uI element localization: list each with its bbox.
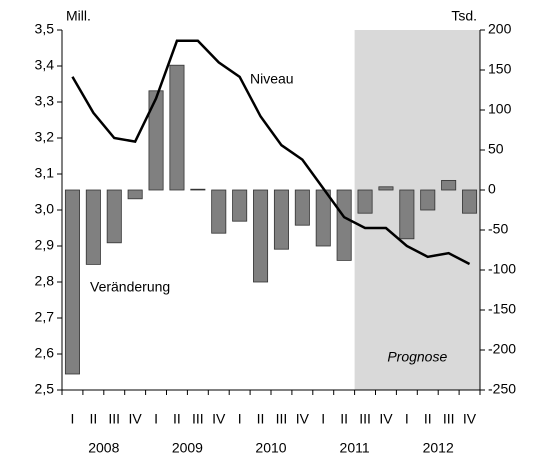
y2-tick-label: -200: [488, 341, 516, 357]
bar: [232, 189, 248, 222]
y2-axis-unit: Tsd.: [451, 8, 477, 24]
x-tick-label: III: [108, 411, 120, 427]
x-tick-label: IV: [212, 411, 226, 427]
year-label: 2008: [88, 440, 119, 456]
bar: [148, 90, 164, 191]
x-tick-label: II: [424, 411, 432, 427]
y2-tick-label: 50: [488, 141, 504, 157]
bar: [64, 189, 80, 375]
bar: [190, 188, 206, 191]
x-tick-label: III: [276, 411, 288, 427]
bar: [127, 189, 143, 200]
x-tick-label: I: [238, 411, 242, 427]
bar: [420, 189, 436, 211]
y2-tick-label: -250: [488, 381, 516, 397]
y-tick-label: 3,5: [35, 21, 55, 37]
bar: [399, 189, 415, 240]
x-tick-label: IV: [129, 411, 143, 427]
y2-tick-label: 100: [488, 101, 512, 117]
year-label: 2011: [340, 440, 370, 456]
x-tick-label: III: [359, 411, 371, 427]
x-tick-label: I: [321, 411, 325, 427]
y-tick-label: 2,6: [35, 345, 55, 361]
line: [71, 39, 471, 266]
x-tick-label: IV: [463, 411, 477, 427]
y-tick-label: 3,4: [35, 57, 55, 73]
x-tick-label: II: [89, 411, 97, 427]
y-tick-label: 3,1: [35, 165, 55, 181]
bar: [211, 189, 227, 234]
x-tick-label: II: [257, 411, 265, 427]
y-tick-label: 2,8: [35, 273, 55, 289]
bar: [169, 64, 185, 191]
bar: [378, 186, 394, 191]
y2-tick-label: -100: [488, 261, 516, 277]
x-tick-label: IV: [379, 411, 393, 427]
forecast-area: [354, 30, 480, 390]
series-label: Niveau: [250, 71, 294, 87]
year-label: 2012: [423, 440, 454, 456]
bar: [441, 179, 457, 191]
x-tick-label: III: [443, 411, 455, 427]
y2-tick-label: -150: [488, 301, 516, 317]
y-tick-label: 2,9: [35, 237, 55, 253]
x-tick-label: I: [405, 411, 409, 427]
bar: [336, 189, 352, 261]
bar: [253, 189, 269, 283]
y-tick-label: 3,0: [35, 201, 55, 217]
y2-tick-label: 200: [488, 21, 512, 37]
year-label: 2009: [172, 440, 203, 456]
y2-tick-label: 150: [488, 61, 512, 77]
bar: [106, 189, 122, 244]
x-tick-label: IV: [296, 411, 310, 427]
bar: [462, 189, 478, 214]
x-tick-label: I: [71, 411, 75, 427]
forecast-label: Prognose: [387, 349, 447, 365]
y-tick-label: 2,7: [35, 309, 55, 325]
x-tick-label: II: [173, 411, 181, 427]
x-tick-label: III: [192, 411, 204, 427]
y2-tick-label: 0: [488, 181, 496, 197]
bar: [294, 189, 310, 226]
x-tick-label: II: [340, 411, 348, 427]
y-axis-unit: Mill.: [66, 8, 91, 24]
bar: [357, 189, 373, 214]
y-tick-label: 3,3: [35, 93, 55, 109]
series-label: Veränderung: [90, 279, 170, 295]
y2-tick-label: -50: [488, 221, 508, 237]
x-tick-label: I: [154, 411, 158, 427]
bar: [85, 189, 101, 265]
bar: [315, 189, 331, 247]
y-tick-label: 2,5: [35, 381, 55, 397]
y-tick-label: 3,2: [35, 129, 55, 145]
bar: [273, 189, 289, 250]
year-label: 2010: [255, 440, 286, 456]
